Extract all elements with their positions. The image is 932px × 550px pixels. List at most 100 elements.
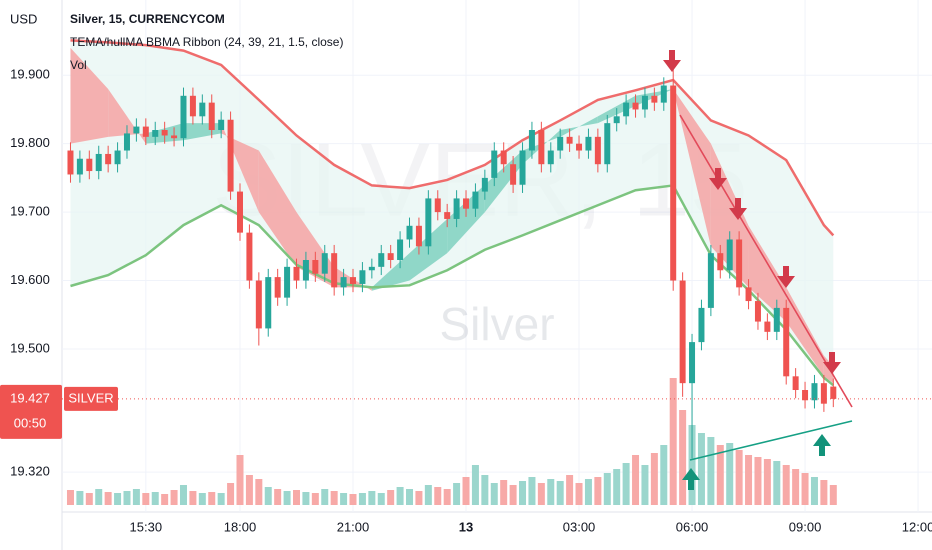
- candle-body: [142, 126, 149, 137]
- volume-bar: [434, 487, 442, 505]
- candle-body: [444, 212, 451, 219]
- volume-bar: [292, 490, 300, 505]
- volume-bar: [255, 479, 263, 505]
- candle-body: [773, 307, 780, 332]
- volume-bar: [453, 483, 461, 505]
- candle-body: [651, 95, 658, 103]
- candle-body: [161, 130, 168, 136]
- volume-bar: [622, 463, 630, 505]
- candle-body: [679, 280, 686, 384]
- candle-body: [604, 123, 611, 165]
- volume-bar: [387, 490, 395, 505]
- volume-bar: [754, 457, 762, 505]
- candle-body: [594, 136, 601, 165]
- volume-bar: [95, 489, 103, 505]
- candle-body: [255, 280, 262, 329]
- y-tick-label: 19.500: [10, 340, 50, 355]
- volume-bar: [104, 492, 112, 505]
- y-tick-label: 19.600: [10, 272, 50, 287]
- candle-body: [613, 116, 620, 124]
- volume-bar: [302, 492, 310, 505]
- volume-bar: [763, 459, 771, 505]
- candle-body: [802, 390, 809, 401]
- candle-body: [491, 150, 498, 178]
- volume-bar: [584, 479, 592, 505]
- volume-bar: [575, 483, 583, 505]
- volume-bar: [716, 445, 724, 505]
- candle-body: [133, 126, 140, 134]
- volume-bar: [424, 485, 432, 505]
- volume-bar: [613, 469, 621, 505]
- volume-bar: [603, 473, 611, 505]
- candle-body: [359, 270, 366, 284]
- axes: 19.900 19.800 19.700 19.600 19.500 19.320 15:3…: [10, 67, 932, 535]
- volume-bar: [537, 483, 545, 505]
- volume-bar: [114, 493, 122, 505]
- y-tick-label: 19.900: [10, 67, 50, 82]
- candle-body: [105, 153, 112, 165]
- volume-bar: [396, 487, 404, 505]
- ribbon-segment: [108, 88, 146, 144]
- candle-body: [246, 232, 253, 281]
- candle-body: [528, 130, 535, 151]
- ribbon-segment: [258, 150, 297, 267]
- annotations: [663, 50, 853, 490]
- candle-body: [387, 253, 394, 260]
- candle-body: [189, 95, 196, 117]
- trend-line: [679, 114, 853, 408]
- candle-body: [585, 136, 592, 151]
- volume-bar: [283, 491, 291, 505]
- candle-body: [510, 164, 517, 185]
- candle-body: [811, 383, 818, 401]
- volume-bar: [415, 491, 423, 505]
- symbol-label: SILVER: [68, 390, 113, 405]
- volume-bar: [697, 433, 705, 505]
- volume-bar: [632, 455, 640, 505]
- volume-bar: [85, 493, 93, 505]
- volume-bar: [641, 465, 649, 505]
- x-tick-label: 18:00: [224, 519, 257, 534]
- chart-title: Silver, 15, CURRENCYCOM: [70, 12, 225, 26]
- volume-bar: [330, 491, 338, 505]
- x-tick-label: 13: [459, 519, 473, 534]
- volume-bar: [377, 493, 385, 505]
- candle-body: [623, 102, 630, 117]
- volume-bar: [358, 493, 366, 505]
- candle-body: [670, 85, 677, 281]
- volume-bar: [245, 475, 253, 505]
- volume-bar: [208, 492, 216, 505]
- volume-bar: [132, 489, 140, 505]
- candle-body: [660, 85, 667, 103]
- candle-body: [415, 225, 422, 247]
- volume-bar: [773, 461, 781, 505]
- candle-body: [171, 135, 178, 139]
- candle-body: [472, 191, 479, 209]
- candle-body: [557, 136, 564, 151]
- countdown: 00:50: [14, 415, 47, 430]
- volume-bar: [462, 477, 470, 505]
- volume-bar: [566, 475, 574, 505]
- candle-body: [152, 130, 159, 137]
- volume-bar: [547, 479, 555, 505]
- x-tick-label: 12:00: [902, 519, 932, 534]
- volume-bar: [481, 475, 489, 505]
- candle-body: [274, 277, 281, 298]
- volume-bar: [161, 494, 169, 505]
- volume-bar: [519, 481, 527, 505]
- candle-body: [500, 150, 507, 165]
- candle-body: [453, 198, 460, 219]
- x-tick-label: 06:00: [676, 519, 709, 534]
- candle-body: [331, 253, 338, 288]
- symbol-box: [64, 386, 118, 411]
- ribbon-segment: [748, 225, 787, 322]
- candle-body: [227, 119, 234, 192]
- candle-body: [830, 386, 837, 399]
- volume-bar: [123, 491, 131, 505]
- volume-bar: [829, 485, 837, 505]
- candle-body: [208, 102, 215, 130]
- last-price-group: 19.427 00:50 SILVER: [0, 384, 932, 439]
- candle-body: [368, 266, 375, 271]
- candle-body: [236, 191, 243, 233]
- volume-bar: [274, 489, 282, 505]
- volume-bar: [735, 450, 743, 505]
